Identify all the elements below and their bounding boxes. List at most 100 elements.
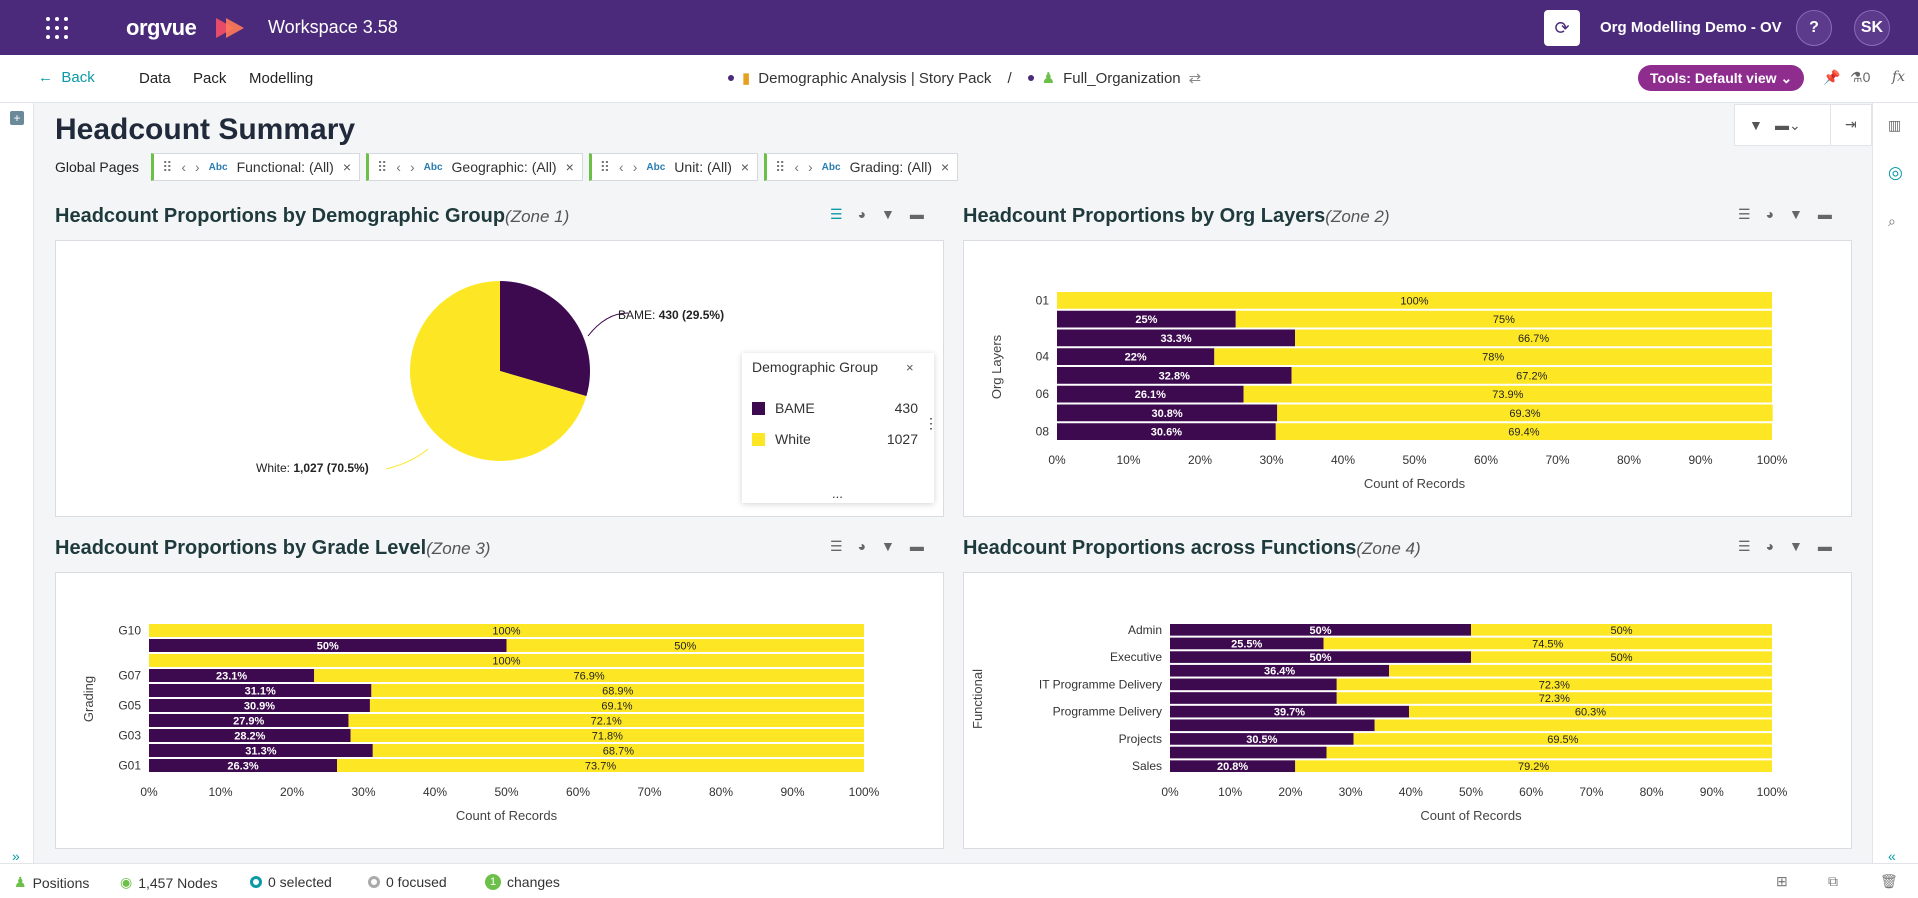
search-icon[interactable]: ⌕ [1888, 213, 1896, 229]
user-avatar[interactable]: SK [1854, 10, 1890, 46]
filter-icon[interactable]: ▼ [1749, 117, 1763, 133]
export-icon[interactable]: ⇥ [1845, 116, 1857, 132]
bar-segment-bame [149, 714, 349, 727]
view-icon[interactable]: ▬ [1817, 538, 1832, 554]
app-grid-icon[interactable] [46, 17, 68, 39]
bar-data-label: 72.3% [1539, 693, 1570, 705]
org-layers-bar-chart[interactable]: 100% 01 25% 75% 33.3% 66.7% 22% 78% 04 32.8% 67.2%… [964, 241, 1853, 518]
view-icon[interactable]: ▬ [1817, 206, 1832, 222]
view-icon[interactable]: ▬ [909, 538, 924, 554]
bar-data-label: 71.8% [592, 731, 623, 743]
prev-icon[interactable]: ‹ [181, 159, 186, 175]
alerts-indicator[interactable]: ⚗0 [1850, 69, 1870, 86]
pie-label-name: BAME: [618, 308, 659, 322]
back-button[interactable]: ← Back [38, 69, 95, 86]
bar-data-label: 73.9% [1492, 389, 1523, 401]
list-icon[interactable]: ☰ [830, 206, 843, 222]
x-tick-label: 30% [351, 785, 375, 799]
prev-icon[interactable]: ‹ [794, 159, 799, 175]
close-icon[interactable]: × [941, 159, 950, 175]
palette-icon[interactable]: ◕ [857, 206, 867, 222]
collapse-right-icon[interactable]: « [1888, 848, 1896, 864]
nodes-indicator[interactable]: ◉ 1,457 Nodes [120, 874, 218, 891]
drag-handle-icon[interactable]: ⠿ [775, 158, 786, 175]
copy-icon[interactable]: ⧉ [1828, 873, 1838, 889]
sync-icon[interactable]: ⇄ [1188, 70, 1202, 87]
more-horizontal-icon[interactable]: ... [832, 486, 843, 501]
chart-panel-icon[interactable]: ▥ [1888, 117, 1902, 133]
x-tick-label: 60% [566, 785, 590, 799]
drag-handle-icon[interactable]: ⠿ [599, 158, 611, 175]
palette-icon[interactable]: ◕ [1765, 538, 1775, 554]
refresh-button[interactable]: ⟳ [1544, 10, 1580, 46]
prev-icon[interactable]: ‹ [619, 159, 624, 175]
bar-segment-white [1389, 664, 1772, 677]
tools-view-dropdown[interactable]: Tools: Default view ⌄ [1638, 65, 1805, 91]
filter-chip-functional[interactable]: ⠿ ‹ › Abc Functional: (All) × [151, 153, 361, 181]
legend-item-white[interactable]: White 1027 [752, 429, 918, 449]
close-icon[interactable]: × [565, 159, 574, 175]
view-dropdown-icon[interactable]: ▬⌄ [1775, 117, 1801, 133]
add-page-icon[interactable]: + [10, 111, 24, 125]
menu-data[interactable]: Data [139, 70, 171, 87]
filter-chip-unit[interactable]: ⠿ ‹ › Abc Unit: (All) × [588, 153, 759, 181]
add-icon[interactable]: ⊞ [1776, 873, 1788, 889]
changes-indicator[interactable]: 1 changes [485, 874, 560, 890]
next-icon[interactable]: › [632, 159, 638, 175]
functions-bar-chart[interactable]: 50% 50% Admin 25.5% 74.5% 50% 50% Executive 36.4… [964, 573, 1853, 850]
orgvue-logo[interactable]: orgvue [126, 15, 197, 40]
palette-icon[interactable]: ◕ [1765, 206, 1775, 222]
palette-icon[interactable]: ◕ [857, 538, 867, 554]
zone1-tools: ☰ ◕ ▼ ▬ [830, 206, 924, 223]
list-icon[interactable]: ☰ [830, 538, 843, 554]
focused-indicator[interactable]: 0 focused [368, 874, 447, 890]
legend-item-bame[interactable]: BAME 430 [752, 398, 918, 418]
filter-icon[interactable]: ▼ [881, 206, 895, 222]
close-icon[interactable]: × [740, 159, 750, 175]
help-button[interactable]: ? [1796, 10, 1832, 46]
dataset-link[interactable]: Full_Organization [1063, 69, 1181, 87]
story-pack-link[interactable]: Demographic Analysis | Story Pack [758, 69, 992, 87]
story-pack-icon: ▮ [742, 70, 751, 87]
focus-panel-icon[interactable]: ◎ [1888, 163, 1903, 182]
global-pages-label: Global Pages [55, 159, 140, 175]
more-vertical-icon[interactable]: ⋮ [924, 415, 938, 431]
list-icon[interactable]: ☰ [1738, 206, 1751, 222]
close-icon[interactable]: × [906, 360, 914, 375]
bar-data-label: 100% [492, 656, 520, 668]
bar-segment-white [314, 669, 864, 682]
next-icon[interactable]: › [195, 159, 200, 175]
list-icon[interactable]: ☰ [1738, 538, 1751, 554]
positions-indicator[interactable]: ♟ Positions [14, 874, 89, 891]
pie-chart[interactable]: BAME: 430 (29.5%) White: 1,027 (70.5%) [56, 241, 945, 518]
view-icon[interactable]: ▬ [909, 206, 924, 222]
category-tick-label: Projects [1119, 732, 1162, 746]
next-icon[interactable]: › [409, 159, 415, 175]
close-icon[interactable]: × [342, 159, 352, 175]
menu-pack[interactable]: Pack [193, 70, 227, 87]
drag-handle-icon[interactable]: ⠿ [162, 158, 173, 175]
trash-icon[interactable]: 🗑 [1880, 873, 1898, 889]
org-demo-name[interactable]: Org Modelling Demo - OV [1600, 19, 1782, 36]
grade-level-bar-chart[interactable]: 100% G10 50% 50% 100% 23.1% 76.9% G07 31.1% 68.9%… [56, 573, 945, 850]
filter-icon[interactable]: ▼ [1789, 538, 1803, 554]
expand-left-icon[interactable]: » [12, 848, 20, 864]
pin-icon[interactable]: 📌 [1823, 69, 1841, 85]
x-tick-label: 0% [140, 785, 158, 799]
drag-handle-icon[interactable]: ⠿ [377, 158, 388, 175]
menu-modelling[interactable]: Modelling [249, 70, 314, 87]
bar-segment-bame [1057, 348, 1215, 365]
bar-data-label: 72.3% [1539, 679, 1570, 691]
divider [1830, 105, 1831, 145]
x-tick-label: 30% [1259, 453, 1283, 467]
bar-segment-bame [149, 684, 372, 697]
selected-indicator[interactable]: 0 selected [250, 874, 332, 890]
formula-button[interactable]: fx [1892, 69, 1906, 85]
filter-icon[interactable]: ▼ [881, 538, 895, 554]
filter-chip-geographic[interactable]: ⠿ ‹ › Abc Geographic: (All) × [366, 153, 583, 181]
prev-icon[interactable]: ‹ [396, 159, 401, 175]
bar-data-label: 30.9% [244, 701, 275, 713]
filter-chip-grading[interactable]: ⠿ ‹ › Abc Grading: (All) × [764, 153, 959, 181]
next-icon[interactable]: › [807, 159, 813, 175]
filter-icon[interactable]: ▼ [1789, 206, 1803, 222]
